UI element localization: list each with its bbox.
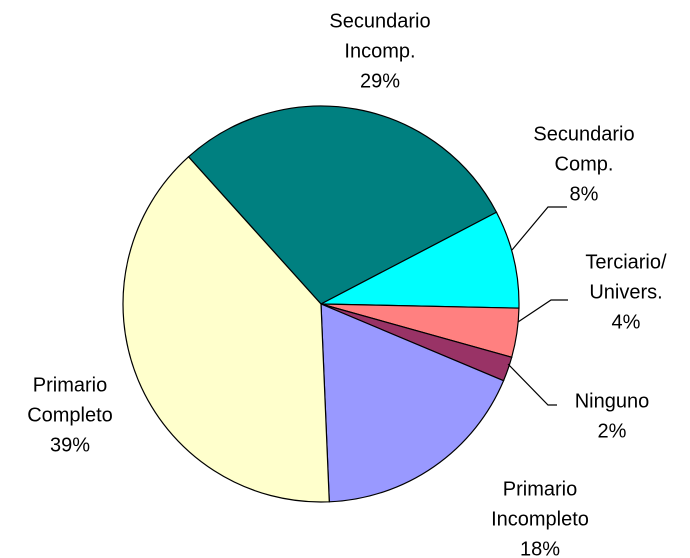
slice-label: Primario (503, 478, 577, 500)
slice-label: Secundario (329, 10, 430, 32)
slice-label: Incomp. (344, 40, 415, 62)
slice-label: Primario (33, 374, 107, 396)
value-label: 29% (360, 70, 400, 92)
slice-label: Ninguno (575, 390, 650, 412)
slice-label: Incompleto (491, 508, 589, 530)
pie-slice (187, 105, 498, 305)
value-label: 39% (50, 434, 90, 456)
value-label: 4% (612, 311, 641, 333)
leader-line (517, 299, 568, 323)
pie-slice (320, 303, 505, 503)
value-label: 8% (570, 183, 599, 205)
pie-slice (320, 211, 520, 309)
slice-label: Terciario/ (585, 251, 667, 273)
slice-label: Comp. (555, 153, 614, 175)
leader-line (507, 363, 557, 406)
leader-line (511, 206, 567, 251)
pie-slice (122, 156, 330, 503)
slice-label: Secundario (533, 123, 634, 145)
value-label: 2% (598, 420, 627, 442)
slice-label: Completo (27, 404, 113, 426)
slice-label: Univers. (589, 281, 662, 303)
value-label: 18% (520, 538, 560, 558)
